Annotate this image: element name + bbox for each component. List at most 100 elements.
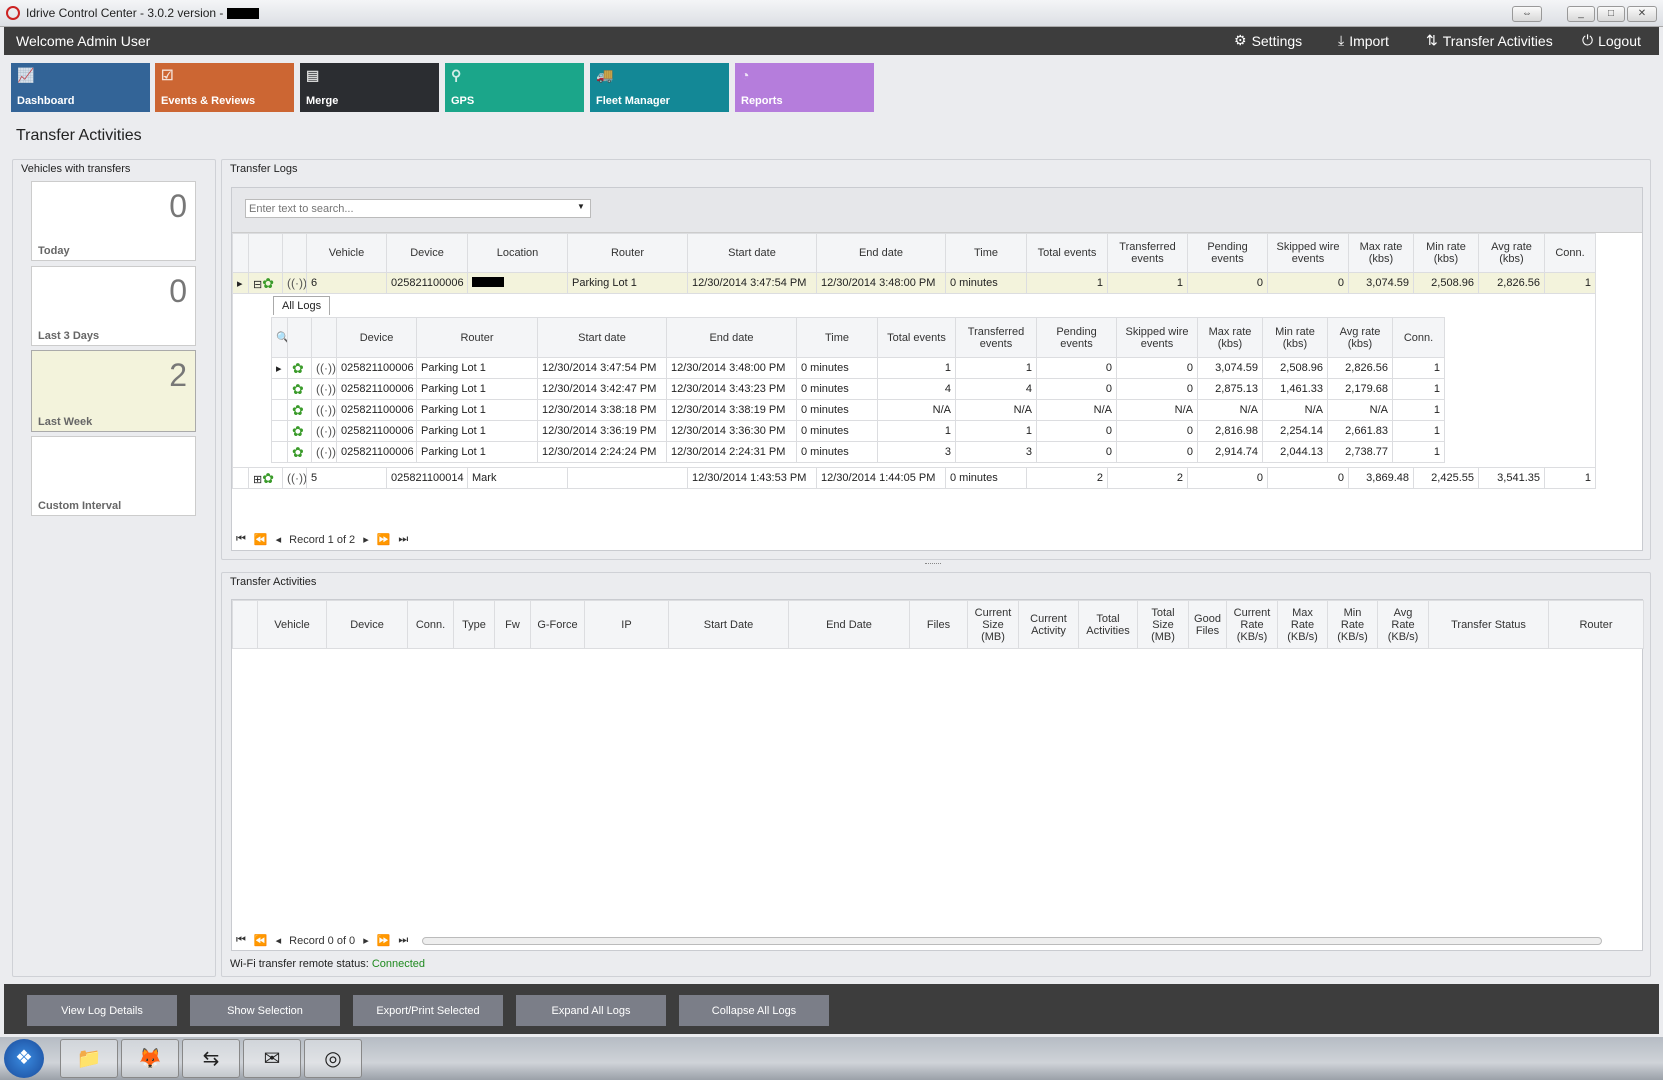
column-header[interactable]: Device <box>326 600 408 649</box>
interval-card-custom-interval[interactable]: Custom Interval <box>31 436 196 516</box>
column-header[interactable]: Time <box>796 317 878 358</box>
first-page-icon[interactable]: ⏮ <box>236 934 246 946</box>
column-header[interactable]: Router <box>416 317 538 358</box>
column-header[interactable]: Vehicle <box>306 233 387 273</box>
column-header[interactable]: Pending events <box>1036 317 1117 358</box>
import-link[interactable]: ⤓ Import <box>1338 32 1389 49</box>
column-header[interactable]: Transfer Status <box>1428 600 1549 649</box>
column-header[interactable]: Transferred events <box>955 317 1037 358</box>
interval-card-last-3-days[interactable]: 0 Last 3 Days <box>31 266 196 346</box>
column-header[interactable]: Fw <box>494 600 531 649</box>
interval-card-last-week[interactable]: 2 Last Week <box>31 350 196 432</box>
column-header[interactable]: Router <box>567 233 688 273</box>
column-header[interactable]: IP <box>584 600 669 649</box>
log-row[interactable]: ▸ ⊟✿ ((·)) 6 025821100006 Parking Lot 1 12/30/… <box>232 272 1596 294</box>
splitter-handle[interactable] <box>925 563 941 566</box>
next-record-icon[interactable]: ▸ <box>363 534 369 546</box>
show-selection-button[interactable]: Show Selection <box>190 995 340 1026</box>
detail-log-row[interactable]: ✿ ((·)) 025821100006 Parking Lot 1 12/30/201… <box>271 441 1445 463</box>
log-row[interactable]: ⊞✿ ((·)) 5 025821100014 Mark 12/30/2014 1:43:… <box>232 467 1596 489</box>
column-header[interactable]: Start date <box>687 233 817 273</box>
column-header[interactable]: Pending events <box>1187 233 1268 273</box>
column-header[interactable]: Total Size (MB) <box>1137 600 1189 649</box>
detail-log-row[interactable]: ▸ ✿ ((·)) 025821100006 Parking Lot 1 12/30/20… <box>271 357 1445 379</box>
column-header[interactable]: End Date <box>788 600 910 649</box>
column-header[interactable]: Skipped wire events <box>1267 233 1349 273</box>
column-header[interactable]: Min rate (kbs) <box>1262 317 1328 358</box>
maximize-button[interactable]: □ <box>1597 6 1625 22</box>
column-header[interactable]: Files <box>909 600 968 649</box>
next-record-icon[interactable]: ▸ <box>363 935 369 947</box>
column-header[interactable]: Type <box>453 600 495 649</box>
column-header[interactable]: Conn. <box>1544 233 1596 273</box>
next-page-icon[interactable]: ⏩ <box>376 534 391 546</box>
tab-all-logs[interactable]: All Logs <box>273 296 331 315</box>
last-page-icon[interactable]: ⏭ <box>398 533 409 545</box>
column-header[interactable]: End date <box>816 233 946 273</box>
column-header[interactable]: Time <box>945 233 1027 273</box>
column-header[interactable]: Avg rate (kbs) <box>1327 317 1393 358</box>
tile-fleet-manager[interactable]: 🚚 Fleet Manager <box>590 63 729 112</box>
column-header[interactable]: Device <box>336 317 417 358</box>
tile-reports[interactable]: ◔ Reports <box>735 63 874 112</box>
teamviewer-icon[interactable]: ⇆ <box>182 1039 240 1078</box>
search-input[interactable] <box>245 199 591 218</box>
column-header[interactable]: Total Activities <box>1078 600 1138 649</box>
next-page-icon[interactable]: ⏩ <box>376 935 391 947</box>
detail-log-row[interactable]: ✿ ((·)) 025821100006 Parking Lot 1 12/30/201… <box>271 399 1445 421</box>
column-header[interactable]: Device <box>386 233 468 273</box>
column-header[interactable]: Conn. <box>1392 317 1445 358</box>
column-header[interactable]: Good Files <box>1188 600 1227 649</box>
column-header[interactable]: Router <box>1548 600 1644 649</box>
expand-all-logs-button[interactable]: Expand All Logs <box>516 995 666 1026</box>
firefox-icon[interactable]: 🦊 <box>121 1039 179 1078</box>
column-header[interactable]: Avg rate (kbs) <box>1478 233 1545 273</box>
column-header[interactable]: Max rate (kbs) <box>1348 233 1414 273</box>
column-header[interactable]: Max rate (kbs) <box>1197 317 1263 358</box>
column-header[interactable]: Current Rate (KB/s) <box>1226 600 1278 649</box>
column-header[interactable]: Max Rate (KB/s) <box>1277 600 1328 649</box>
tile-dashboard[interactable]: 📈 Dashboard <box>11 63 150 112</box>
start-orb-icon[interactable]: ❖ <box>4 1039 44 1078</box>
collapse-all-logs-button[interactable]: Collapse All Logs <box>679 995 829 1026</box>
collapse-icon[interactable]: ⊟ <box>253 278 263 291</box>
restore-size-button[interactable]: ⇔ <box>1512 6 1542 22</box>
prev-page-icon[interactable]: ⏪ <box>253 534 268 546</box>
tile-gps[interactable]: ⚲ GPS <box>445 63 584 112</box>
detail-log-row[interactable]: ✿ ((·)) 025821100006 Parking Lot 1 12/30/201… <box>271 378 1445 400</box>
idrive-icon[interactable]: ◎ <box>304 1039 362 1078</box>
column-header[interactable]: Skipped wire events <box>1116 317 1198 358</box>
prev-record-icon[interactable]: ◂ <box>275 534 282 546</box>
interval-card-today[interactable]: 0 Today <box>31 181 196 261</box>
column-header[interactable]: Location <box>467 233 568 273</box>
column-header[interactable]: Vehicle <box>257 600 327 649</box>
tile-events-reviews[interactable]: ☑ Events & Reviews <box>155 63 294 112</box>
chevron-down-icon[interactable]: ▼ <box>577 202 585 211</box>
column-header[interactable]: End date <box>666 317 797 358</box>
horizontal-scrollbar[interactable] <box>422 937 1602 945</box>
file-explorer-icon[interactable]: 📁 <box>60 1039 118 1078</box>
column-header[interactable]: Current Activity <box>1018 600 1079 649</box>
logout-link[interactable]: ⏻ Logout <box>1582 32 1641 49</box>
export-print-selected-button[interactable]: Export/Print Selected <box>353 995 503 1026</box>
column-header[interactable]: Transferred events <box>1107 233 1188 273</box>
outlook-icon[interactable]: ✉ <box>243 1039 301 1078</box>
column-header[interactable]: Avg Rate (KB/s) <box>1377 600 1429 649</box>
close-button[interactable]: ✕ <box>1627 6 1657 22</box>
column-header[interactable]: G-Force <box>530 600 585 649</box>
column-header[interactable]: Min rate (kbs) <box>1413 233 1479 273</box>
minimize-button[interactable]: _ <box>1567 6 1595 22</box>
column-header[interactable]: Total events <box>877 317 956 358</box>
column-header[interactable]: Conn. <box>407 600 454 649</box>
column-header[interactable]: Start date <box>537 317 667 358</box>
column-header[interactable]: Min Rate (KB/s) <box>1327 600 1378 649</box>
prev-page-icon[interactable]: ⏪ <box>253 935 268 947</box>
tile-merge[interactable]: ▤ Merge <box>300 63 439 112</box>
detail-log-row[interactable]: ✿ ((·)) 025821100006 Parking Lot 1 12/30/201… <box>271 420 1445 442</box>
column-header[interactable]: Total events <box>1026 233 1108 273</box>
column-header[interactable]: Start Date <box>668 600 789 649</box>
expand-cell[interactable]: ⊞✿ <box>248 467 283 489</box>
prev-record-icon[interactable]: ◂ <box>275 935 282 947</box>
first-page-icon[interactable]: ⏮ <box>236 533 246 545</box>
view-log-details-button[interactable]: View Log Details <box>27 995 177 1026</box>
